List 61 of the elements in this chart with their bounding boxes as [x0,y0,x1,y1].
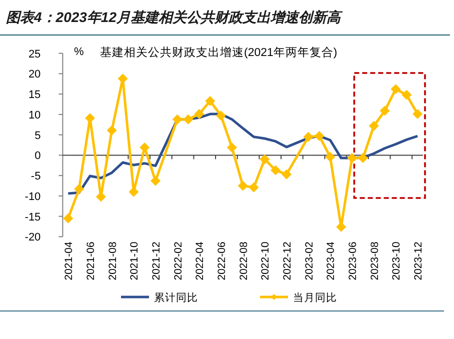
y-tick-label: 25 [28,48,41,60]
x-tick-label: 2023-06 [347,242,360,280]
x-tick-label: 2021-06 [84,242,97,280]
point [282,169,292,180]
point [412,109,423,120]
chart-title: 图表4：2023年12月基建相关公共财政支出增速创新高 [6,9,344,25]
x-tick-label: 2022-06 [216,242,228,280]
point [260,154,270,164]
point [74,184,84,194]
point [226,142,237,152]
x-tick-label: 2023-10 [390,242,403,280]
x-tick-label: 2022-04 [194,242,206,280]
x-tick-label: 2022-12 [282,242,294,280]
legend-label: 累计同比 [154,291,198,304]
point [270,165,281,176]
point [183,114,194,124]
x-tick-label: 2021-08 [106,242,119,280]
point [150,176,161,186]
point [128,186,139,197]
point [314,131,324,142]
x-tick-label: 2023-02 [303,242,316,280]
point [140,142,150,152]
point [248,182,259,192]
point [325,152,336,162]
point [380,106,390,116]
point [106,125,117,136]
point [216,110,226,121]
point [205,96,216,106]
point [402,90,412,100]
y-tick-label: -10 [24,190,41,203]
y-tick-label: 10 [28,109,41,122]
point [194,109,204,120]
point [347,153,358,164]
x-tick-label: 2022-08 [238,242,250,280]
chart-subtitle: 基建相关公共财政支出增速(2021年两年复合) [100,45,338,59]
point [96,192,106,202]
y-tick-label: 15 [28,89,41,102]
y-tick-label: -20 [24,232,41,244]
y-tick-label: -5 [30,170,41,183]
x-tick-label: 2021-10 [128,242,141,280]
point [390,84,401,94]
x-tick-label: 2022-10 [260,242,272,280]
y-tick-label: 20 [28,68,41,81]
x-tick-label: 2022-02 [172,242,184,280]
point [358,153,368,164]
y-tick-label: 5 [34,130,41,142]
point [63,213,74,224]
x-tick-label: 2023-08 [368,242,381,280]
x-tick-label: 2023-12 [412,242,425,280]
point [238,180,248,191]
point [368,120,379,131]
legend-label: 当月同比 [293,291,337,304]
point [118,74,128,84]
y-tick-label: -15 [24,211,41,224]
x-tick-label: 2023-04 [325,242,338,280]
y-tick-label: 0 [34,150,41,162]
point [172,114,182,124]
x-tick-label: 2021-12 [150,242,163,280]
x-tick-label: 2021-04 [63,242,76,280]
point [303,132,314,142]
y-axis-title: % [74,46,84,58]
